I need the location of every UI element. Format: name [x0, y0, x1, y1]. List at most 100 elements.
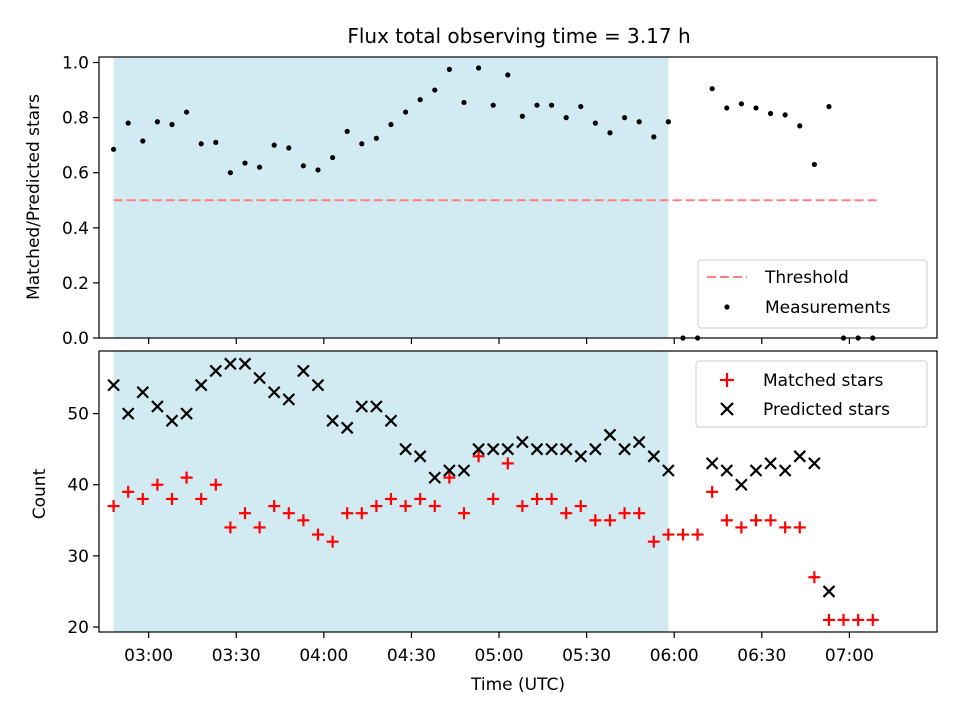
matched-point — [457, 507, 470, 520]
matched-point — [589, 514, 602, 527]
matched-point — [326, 535, 339, 548]
matched-point — [574, 500, 587, 513]
measurement-point — [344, 128, 350, 134]
predicted-point — [209, 364, 223, 378]
matched-points — [107, 450, 879, 626]
ratio-y-tick-label: 0.4 — [62, 219, 89, 239]
predicted-legend-swatch — [720, 402, 734, 416]
matched-point — [107, 500, 120, 513]
measurement-point — [388, 121, 394, 128]
ratio-y-tick-label: 0.2 — [62, 274, 89, 294]
count-y-ticks: 20 30 40 50 — [67, 405, 99, 638]
matched-point — [603, 514, 616, 527]
matched-point — [662, 528, 675, 541]
measurement-point — [110, 146, 117, 152]
matched-point — [764, 514, 777, 527]
predicted-point — [165, 414, 179, 427]
matched-point — [238, 507, 251, 520]
measurement-point — [490, 102, 496, 108]
threshold-legend-label: Threshold — [764, 268, 849, 288]
matched-point — [647, 535, 660, 548]
x-axis-label: Time (UTC) — [470, 675, 565, 695]
measurement-point — [782, 112, 788, 118]
predicted-point — [472, 442, 485, 456]
matched-point — [545, 492, 558, 505]
matched-point — [676, 528, 689, 541]
matched-point — [779, 521, 792, 534]
matched-point — [720, 514, 733, 527]
ratio-legend: Threshold Measurements — [697, 259, 928, 329]
predicted-point — [428, 471, 442, 484]
predicted-point — [501, 442, 515, 456]
matched-point — [370, 500, 383, 513]
measurement-point — [140, 138, 146, 144]
matched-point — [735, 521, 748, 534]
predicted-point — [136, 385, 150, 399]
measurement-point — [724, 105, 730, 111]
matched-point — [560, 507, 573, 520]
matched-point — [443, 471, 456, 484]
x-tick-label: 06:00 — [650, 646, 699, 666]
measurement-point — [169, 121, 175, 128]
predicted-point — [340, 421, 354, 435]
predicted-point — [384, 414, 398, 427]
matched-point — [530, 492, 543, 505]
measurement-point — [738, 101, 744, 107]
count-y-tick-label: 20 — [67, 618, 89, 638]
predicted-point — [808, 457, 821, 470]
matched-point — [414, 492, 427, 505]
measurement-point — [665, 119, 671, 125]
ratio-y-tick-label: 0.8 — [62, 109, 89, 129]
predicted-point — [589, 442, 602, 456]
predicted-point — [516, 435, 529, 449]
x-tick-label: 03:30 — [212, 646, 261, 666]
measurement-point — [563, 115, 569, 121]
count-legend: Matched stars Predicted stars — [695, 360, 928, 428]
matched-point — [822, 613, 835, 626]
predicted-point — [559, 442, 573, 456]
measurement-point — [125, 120, 131, 126]
matched-point — [691, 528, 704, 541]
measurement-point — [300, 163, 306, 169]
measurement-point — [826, 103, 832, 110]
measurement-point — [373, 135, 379, 141]
measurement-point — [198, 141, 204, 147]
measurement-point — [417, 97, 423, 103]
matched-point — [852, 613, 865, 626]
measurements-legend-swatch — [724, 304, 730, 310]
predicted-point — [603, 428, 617, 442]
measurement-point — [505, 72, 511, 78]
matched-point — [282, 507, 295, 520]
predicted-point — [326, 414, 339, 427]
measurement-point — [534, 102, 540, 108]
predicted-point — [822, 585, 836, 598]
x-tick-label: 03:00 — [124, 646, 173, 666]
ratio-y-tick-label: 1.0 — [62, 54, 89, 74]
x-tick-label: 04:30 — [387, 646, 436, 666]
measurement-point — [359, 141, 365, 147]
measurements-legend-label: Measurements — [765, 298, 891, 318]
matched-point — [151, 478, 164, 491]
predicted-point — [778, 464, 792, 477]
matched-legend-swatch — [720, 373, 734, 387]
count-y-axis-label: Count — [30, 468, 50, 519]
count-y-tick-label: 40 — [67, 476, 89, 496]
ratio-y-ticks: 0.0 0.2 0.4 0.6 0.8 1.0 — [62, 54, 99, 349]
matched-legend-label: Matched stars — [763, 371, 883, 391]
matched-point — [516, 500, 529, 513]
ratio-shaded-region — [113, 57, 669, 338]
measurement-point — [271, 142, 277, 148]
predicted-point — [224, 357, 237, 371]
predicted-point — [180, 407, 193, 420]
matched-point — [618, 507, 631, 520]
matched-point — [633, 507, 646, 520]
matched-point — [399, 500, 412, 513]
measurement-point — [753, 105, 759, 111]
x-tick-label: 05:30 — [562, 646, 611, 666]
matched-point — [808, 571, 821, 584]
measurement-point — [767, 110, 774, 117]
predicted-point — [735, 478, 748, 492]
measurement-points — [110, 65, 876, 341]
measurement-point — [592, 120, 598, 126]
